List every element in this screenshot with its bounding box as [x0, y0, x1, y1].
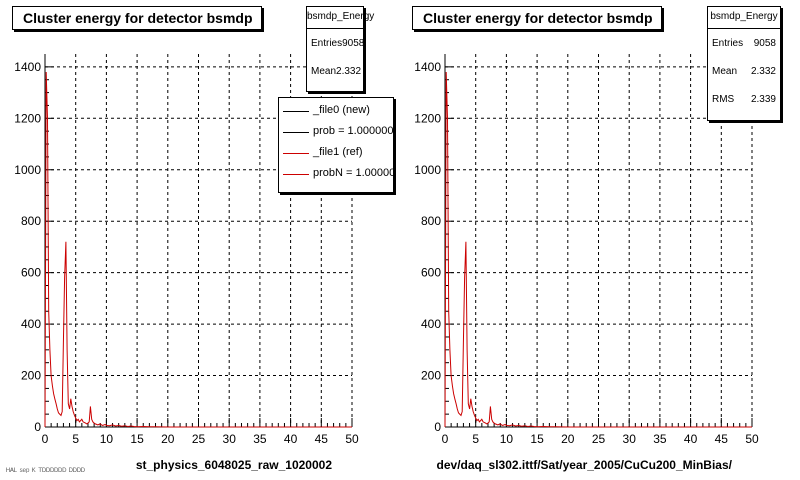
left-stats-mean-label: Mean	[311, 65, 337, 77]
left-stats-entries-row: Entries 9058	[307, 29, 365, 57]
y-tick-label: 800	[21, 214, 41, 228]
y-tick-label: 1000	[414, 163, 441, 177]
legend-line-prob	[283, 132, 309, 133]
x-tick-label: 10	[500, 432, 514, 446]
legend-label: _file1 (ref)	[313, 146, 363, 158]
right-chart-title: Cluster energy for detector bsmdp	[412, 6, 662, 30]
y-tick-label: 0	[34, 420, 41, 434]
y-tick-label: 200	[21, 369, 41, 383]
y-tick-label: 1200	[414, 111, 441, 125]
y-tick-label: 1200	[14, 111, 41, 125]
right-chart-panel: 0 5 10 15 20 25 30 35 40 45 50 0 200 400 600 800 1000 120…	[414, 54, 759, 472]
y-tick-label: 600	[421, 266, 441, 280]
y-tick-label: 0	[434, 420, 441, 434]
x-tick-label: 5	[72, 432, 79, 446]
left-stats-mean-row: Mean 2.332	[307, 57, 363, 85]
y-tick-label: 1000	[14, 163, 41, 177]
right-chart-title-text: Cluster energy for detector bsmdp	[423, 10, 653, 26]
x-tick-label: 30	[223, 432, 237, 446]
y-tick-label: 800	[421, 214, 441, 228]
legend-entry: _file0 (new)	[279, 101, 393, 122]
right-stats-entries-row: Entries 9058	[708, 29, 780, 57]
legend-label: _file0 (new)	[313, 104, 370, 116]
x-tick-label: 20	[561, 432, 575, 446]
x-tick-label: 25	[192, 432, 206, 446]
x-tick-label: 30	[623, 432, 637, 446]
right-stats-name: bsmdp_Energy	[708, 7, 780, 29]
legend-line-probn	[283, 174, 309, 175]
legend-line-new	[283, 111, 309, 112]
left-stats-name: bsmdp_Energy	[307, 7, 374, 29]
x-tick-label: 25	[592, 432, 606, 446]
left-stats-mean-value: 2.332	[336, 65, 362, 77]
right-stats-mean-label: Mean	[712, 65, 738, 77]
x-tick-label: 45	[715, 432, 729, 446]
right-stats-rms-value: 2.339	[750, 93, 776, 105]
x-tick-label: 50	[345, 432, 359, 446]
y-tick-label: 1400	[14, 60, 41, 74]
series-line	[444, 71, 752, 428]
left-chart-title: Cluster energy for detector bsmdp	[12, 6, 262, 30]
right-stats-box[interactable]: bsmdp_Energy Entries 9058 Mean 2.332 RMS…	[707, 6, 781, 121]
right-stats-mean-value: 2.332	[750, 65, 776, 77]
legend-line-ref	[283, 153, 309, 154]
x-tick-label: 15	[130, 432, 144, 446]
right-stats-entries-label: Entries	[712, 37, 744, 49]
y-tick-label: 400	[421, 317, 441, 331]
legend-label: probN = 1.000000	[313, 167, 394, 179]
x-tick-label: 40	[284, 432, 298, 446]
left-stats-entries-label: Entries	[311, 37, 343, 49]
legend-entry: probN = 1.000000	[279, 164, 393, 185]
y-tick-label: 1400	[414, 60, 441, 74]
right-stats-rms-label: RMS	[712, 93, 735, 105]
x-tick-label: 35	[253, 432, 267, 446]
y-tick-label: 600	[21, 266, 41, 280]
right-stats-rms-row: RMS 2.339	[708, 85, 780, 113]
x-tick-label: 50	[745, 432, 759, 446]
legend-entry: _file1 (ref)	[279, 143, 393, 164]
x-axis-label: st_physics_6048025_raw_1020002	[136, 458, 332, 472]
x-tick-label: 15	[530, 432, 544, 446]
legend-label: prob = 1.000000	[313, 125, 394, 137]
x-tick-label: 10	[100, 432, 114, 446]
left-stats-box[interactable]: bsmdp_Energy Entries 9058 Mean 2.332	[306, 6, 374, 92]
left-chart-title-text: Cluster energy for detector bsmdp	[23, 10, 253, 26]
x-tick-label: 45	[315, 432, 329, 446]
left-stats-entries-value: 9058	[342, 37, 365, 49]
right-stats-entries-value: 9058	[753, 37, 776, 49]
x-tick-label: 35	[653, 432, 667, 446]
x-tick-label: 0	[42, 432, 49, 446]
x-tick-label: 20	[161, 432, 175, 446]
legend-entry: prob = 1.000000	[279, 122, 393, 143]
left-legend[interactable]: _file0 (new) prob = 1.000000 _file1 (ref…	[278, 97, 394, 193]
x-tick-label: 40	[684, 432, 698, 446]
right-stats-mean-row: Mean 2.332	[708, 57, 780, 85]
x-axis-label: dev/daq_sl302.ittf/Sat/year_2005/CuCu200…	[437, 458, 733, 472]
y-tick-label: 400	[21, 317, 41, 331]
x-tick-label: 5	[472, 432, 479, 446]
y-tick-label: 200	[421, 369, 441, 383]
footer-text: ᴴᴬᴸ ˢᵉᵖ ᴷ ᵀᴰᴰᴰᴰᴰᴰ ᴰᴰᴰᴰ	[6, 466, 86, 476]
x-tick-label: 0	[442, 432, 449, 446]
series-line	[44, 71, 352, 428]
